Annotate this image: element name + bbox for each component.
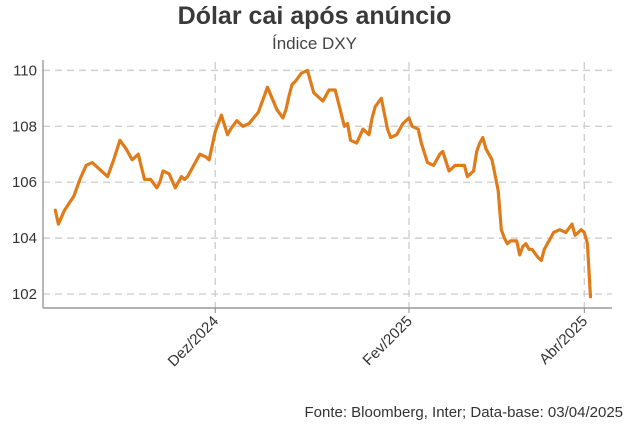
y-tick-label: 104 — [12, 230, 37, 247]
y-tick-label: 110 — [13, 62, 37, 79]
x-tick-label: Abr/2025 — [536, 313, 591, 368]
y-tick-label: 106 — [12, 174, 37, 191]
dxy-series-line — [53, 68, 593, 299]
y-tick-label: 102 — [12, 286, 37, 303]
source-note: Fonte: Bloomberg, Inter; Data-base: 03/0… — [304, 404, 623, 421]
y-tick-label: 108 — [12, 118, 37, 135]
x-tick-label: Fev/2025 — [360, 313, 416, 369]
chart-subtitle: Índice DXY — [271, 34, 358, 53]
x-tick-label: Dez/2024 — [165, 313, 222, 370]
chart-title: Dólar cai após anúncio — [177, 2, 452, 30]
